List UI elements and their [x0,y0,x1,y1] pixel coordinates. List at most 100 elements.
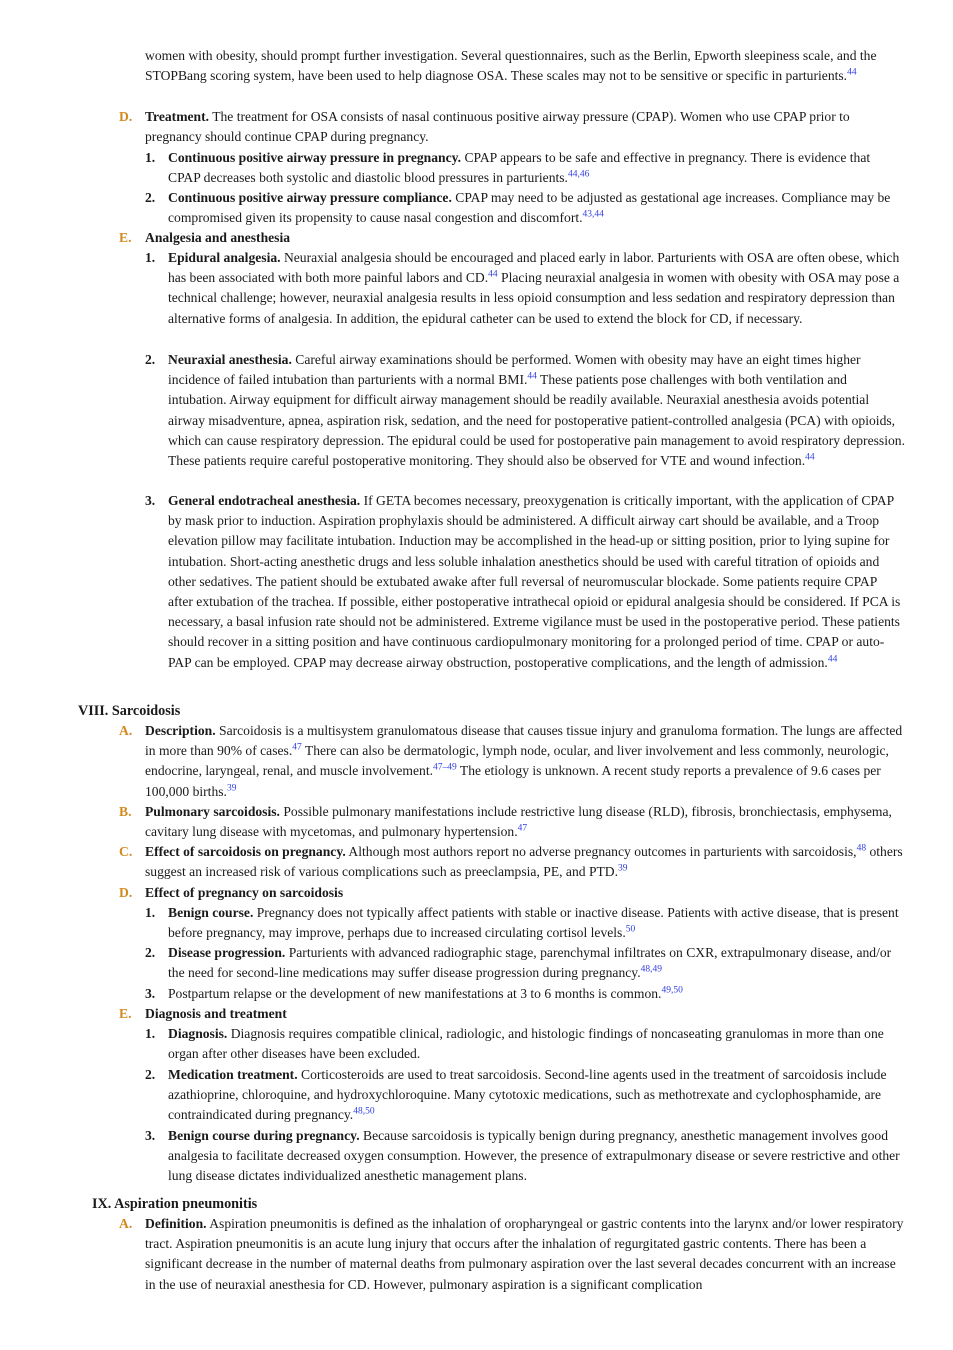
paragraph-lead: Disease progression. [168,945,286,960]
paragraph-lead: Effect of sarcoidosis on pregnancy. [145,844,346,859]
paragraph-lead: Analgesia and anesthesia [145,230,291,245]
paragraph-text: These patients pose challenges with both… [168,372,905,469]
paragraph-text: CPAP appears to be safe and effective in… [168,150,871,186]
paragraph: Effect of sarcoidosis on pregnancy. Alth… [145,842,905,882]
number-marker: 2. [145,1067,156,1082]
paragraph-lead: Pulmonary sarcoidosis. [145,804,280,819]
paragraph-lead: Diagnosis. [168,1026,228,1041]
paragraph: women with obesity, should prompt furthe… [145,46,905,86]
citation-ref: 39 [618,863,628,874]
paragraph: Benign course during pregnancy. Because … [168,1126,905,1187]
paragraph: Postpartum relapse or the development of… [168,984,905,1004]
paragraph-lead: Treatment. [145,109,210,124]
paragraph-text: Careful airway examinations should be pe… [168,352,861,388]
paragraph-lead: Medication treatment. [168,1067,298,1082]
citation-ref: 47 [292,742,302,753]
number-marker: 2. [145,352,156,367]
number-marker: 1. [145,250,156,265]
paragraph-text: Parturients with advanced radiographic s… [168,945,892,981]
paragraph: Effect of pregnancy on sarcoidosis [145,883,905,903]
citation-ref: 44 [488,269,498,280]
paragraph-lead: Diagnosis and treatment [145,1006,287,1021]
paragraph-text: Because sarcoidosis is typically benign … [168,1128,900,1184]
citation-ref: 44 [527,371,537,382]
citation-ref: 44,46 [567,169,590,180]
citation-ref: 48,50 [353,1106,375,1117]
paragraph-lead: General endotracheal anesthesia. [168,493,361,508]
paragraph-lead: Continuous positive airway pressure in p… [168,150,462,165]
paragraph-lead: Effect of pregnancy on sarcoidosis [145,885,344,900]
paragraph-text: Aspiration pneumonitis is defined as the… [145,1216,904,1292]
letter-marker: D. [119,885,133,900]
paragraph-lead: Neuraxial anesthesia. [168,352,292,367]
paragraph: Neuraxial anesthesia. Careful airway exa… [168,350,905,471]
number-marker: 2. [145,945,156,960]
paragraph: Continuous positive airway pressure comp… [168,188,905,228]
citation-ref: 44 [805,452,815,463]
paragraph: Description. Sarcoidosis is a multisyste… [145,721,905,802]
paragraph: Diagnosis. Diagnosis requires compatible… [168,1024,905,1064]
paragraph: Diagnosis and treatment [145,1004,905,1024]
citation-ref: 39 [226,783,237,794]
letter-marker: D. [119,109,133,124]
citation-ref: 44 [847,67,857,78]
letter-marker: B. [119,804,132,819]
number-marker: 3. [145,986,156,1001]
paragraph-text: women with obesity, should prompt furthe… [145,48,877,84]
paragraph: Treatment. The treatment for OSA consist… [145,107,905,147]
paragraph-text: The treatment for OSA consists of nasal … [145,109,850,145]
paragraph-text: Sarcoidosis is a multisystem granulomato… [145,723,903,759]
paragraph: Continuous positive airway pressure in p… [168,148,905,188]
section-title: Sarcoidosis [111,703,181,719]
paragraph: Medication treatment. Corticosteroids ar… [168,1065,905,1126]
section-heading: VIII. Sarcoidosis [78,701,180,721]
paragraph: Analgesia and anesthesia [145,228,905,248]
paragraph-text: If GETA becomes necessary, preoxygenatio… [168,493,901,670]
section-heading: IX. Aspiration pneumonitis [92,1194,257,1214]
paragraph-text: There can also be dermatologic, lymph no… [145,743,889,779]
citation-ref: 47 [517,823,528,834]
citation-ref: 47–49 [433,762,457,773]
paragraph-text: others suggest an increased risk of vari… [145,844,903,880]
citation-ref: 48,49 [640,964,662,975]
paragraph: Disease progression. Parturients with ad… [168,943,905,983]
section-number: IX. [92,1196,112,1212]
letter-marker: E. [119,230,132,245]
paragraph-lead: Benign course. [168,905,254,920]
number-marker: 2. [145,190,156,205]
paragraph-lead: Definition. [145,1216,207,1231]
citation-ref: 48 [856,843,867,854]
paragraph-text: CPAP may need to be adjusted as gestatio… [168,190,891,226]
paragraph: General endotracheal anesthesia. If GETA… [168,491,905,673]
paragraph-text: Corticosteroids are used to treat sarcoi… [168,1067,887,1123]
paragraph-text: Possible pulmonary manifestations includ… [145,804,892,840]
paragraph: Definition. Aspiration pneumonitis is de… [145,1214,905,1295]
citation-ref: 49,50 [661,985,683,996]
paragraph-text: Placing neuraxial analgesia in women wit… [168,270,900,326]
paragraph-text: Pregnancy does not typically affect pati… [168,905,899,941]
paragraph-text: The etiology is unknown. A recent study … [145,763,881,799]
letter-marker: A. [119,723,133,738]
citation-ref: 50 [625,924,636,935]
section-number: VIII. [78,703,109,719]
number-marker: 1. [145,905,156,920]
letter-marker: A. [119,1216,133,1231]
number-marker: 3. [145,1128,156,1143]
paragraph: Pulmonary sarcoidosis. Possible pulmonar… [145,802,905,842]
citation-ref: 44 [827,654,838,665]
paragraph-lead: Continuous positive airway pressure comp… [168,190,452,205]
paragraph-text: Diagnosis requires compatible clinical, … [168,1026,884,1062]
section-title: Aspiration pneumonitis [114,1196,258,1212]
paragraph-text: Although most authors report no adverse … [345,844,857,859]
paragraph-lead: Epidural analgesia. [168,250,281,265]
paragraph-text: Neuraxial analgesia should be encouraged… [168,250,900,286]
paragraph-text: Postpartum relapse or the development of… [168,986,662,1001]
paragraph-lead: Description. [145,723,216,738]
letter-marker: C. [119,844,133,859]
number-marker: 3. [145,493,156,508]
number-marker: 1. [145,1026,156,1041]
paragraph-lead: Benign course during pregnancy. [168,1128,360,1143]
number-marker: 1. [145,150,156,165]
paragraph: Epidural analgesia. Neuraxial analgesia … [168,248,905,329]
citation-ref: 43,44 [582,209,604,220]
